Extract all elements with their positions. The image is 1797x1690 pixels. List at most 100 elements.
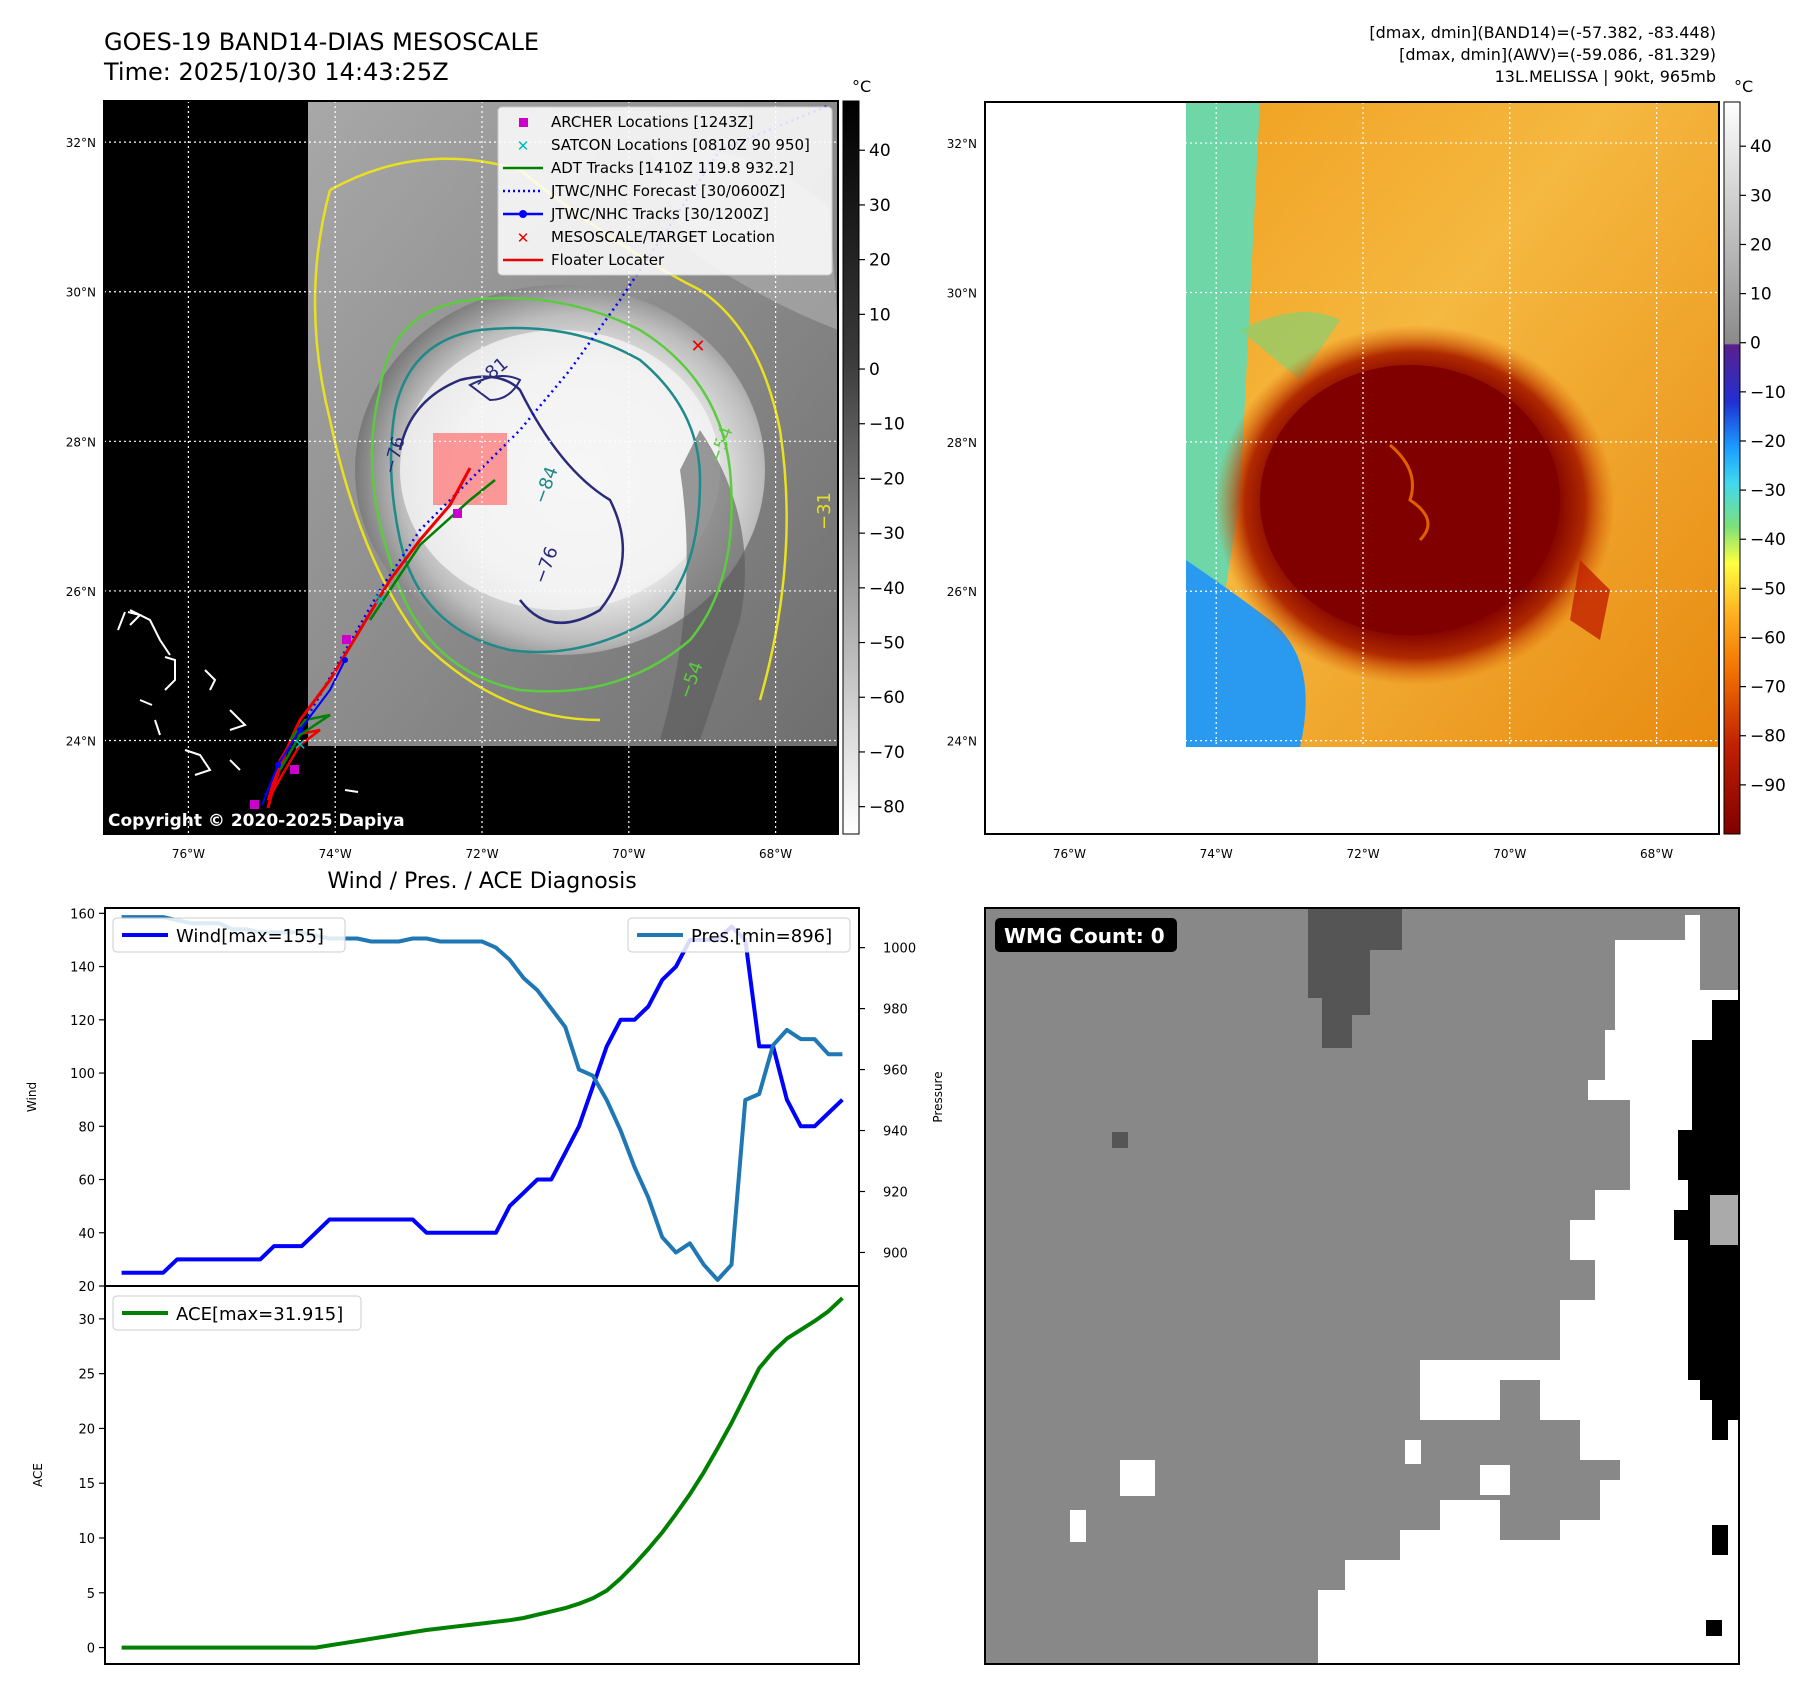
wind-ytick-label: 40 xyxy=(78,1227,95,1242)
cb-awv-tick-label: 30 xyxy=(1750,186,1772,206)
chart-ace: 0 5 10 15 20 25 30 ACE ACE[max=31.915] xyxy=(31,1285,860,1665)
cb-band14-tick-label: 0 xyxy=(869,360,880,380)
contour-light-green xyxy=(370,296,733,693)
right-lat-label: 26°N xyxy=(947,585,977,599)
cb-band14-tick-label: −20 xyxy=(869,469,905,489)
left-lat-label: 32°N xyxy=(66,136,96,150)
right-lon-label: 68°W xyxy=(1640,847,1673,861)
ace-ytick-label: 15 xyxy=(78,1477,95,1492)
ace-ytick-label: 30 xyxy=(78,1313,95,1328)
wind-ytick-label: 140 xyxy=(70,961,95,976)
left-lon-label: 68°W xyxy=(759,847,792,861)
cb-band14-tick-label: −60 xyxy=(869,688,905,708)
ace-series-0 xyxy=(121,1296,844,1650)
wind-legend-label: Wind[max=155] xyxy=(176,926,324,947)
cb-band14-tick-label: 20 xyxy=(869,251,891,271)
archer-marker xyxy=(453,509,462,518)
contour-yellow xyxy=(313,157,788,722)
left-lon-label: 72°W xyxy=(465,847,498,861)
legend-label: SATCON Locations [0810Z 90 950] xyxy=(551,136,810,154)
right-lon-label: 74°W xyxy=(1200,847,1233,861)
stats-line1: [dmax, dmin](BAND14)=(-57.382, -83.448) xyxy=(1369,23,1716,42)
wind-ytick-label: 80 xyxy=(78,1120,95,1135)
wmg-panel: WMG Count: 0 xyxy=(984,907,1740,1665)
map-band14: −81 −76 −84 −76 −54 −54 −31 xyxy=(66,77,905,861)
colorbar-awv-unit: °C xyxy=(1734,77,1753,96)
ace-ytick-label: 20 xyxy=(78,1422,95,1437)
contour-teal xyxy=(389,326,702,654)
legend: ARCHER Locations [1243Z] ✕ SATCON Location… xyxy=(497,106,833,276)
island-outlines xyxy=(117,609,359,793)
wmg-dark-region xyxy=(1308,908,1402,1048)
right-lat-label: 28°N xyxy=(947,436,977,450)
cb-band14-tick-label: −50 xyxy=(869,634,905,654)
right-lat-label: 32°N xyxy=(947,137,977,151)
legend-label: JTWC/NHC Forecast [30/0600Z] xyxy=(550,182,785,200)
right-lon-label: 72°W xyxy=(1346,847,1379,861)
legend-entry: Floater Locater xyxy=(503,251,665,269)
cb-awv-tick-label: 10 xyxy=(1750,285,1772,305)
left-lon-label: 74°W xyxy=(319,847,352,861)
contour-navy xyxy=(398,375,625,625)
svg-text:✕: ✕ xyxy=(293,735,306,754)
legend-label: MESOSCALE/TARGET Location xyxy=(551,228,775,246)
wind-ytick-label: 20 xyxy=(78,1280,95,1295)
left-lat-label: 26°N xyxy=(66,585,96,599)
left-lon-label: 76°W xyxy=(172,847,205,861)
wmg-badge xyxy=(995,918,1177,952)
legend-entry: JTWC/NHC Tracks [30/1200Z] xyxy=(503,205,769,223)
colorbar-awv: °C 40 30 20 10 0 −10 −20 −30 −40 −50 −60 −70 −80 −90 xyxy=(1723,77,1786,835)
pressure-ylabel: Pressure xyxy=(931,1071,945,1122)
left-lon-label: 70°W xyxy=(612,847,645,861)
cb-band14-tick-label: 30 xyxy=(869,196,891,216)
cb-awv-tick-label: −20 xyxy=(1750,432,1786,452)
wind-ytick-right-label: 940 xyxy=(883,1125,908,1140)
svg-text:✕: ✕ xyxy=(517,137,530,155)
cb-band14-tick-label: −80 xyxy=(869,798,905,818)
figure-title-line2: Time: 2025/10/30 14:43:25Z xyxy=(103,58,449,86)
cb-awv-tick-label: −60 xyxy=(1750,628,1786,648)
pressure-legend: Pres.[min=896] xyxy=(627,917,851,953)
wind-ytick-right-label: 1000 xyxy=(883,942,916,957)
cb-awv-tick-label: −40 xyxy=(1750,530,1786,550)
cb-awv-tick-label: −90 xyxy=(1750,776,1786,796)
adt-track xyxy=(278,479,496,771)
left-lat-label: 30°N xyxy=(66,286,96,300)
figure-title-line1: GOES-19 BAND14-DIAS MESOSCALE xyxy=(104,28,539,56)
ace-legend: ACE[max=31.915] xyxy=(112,1295,362,1331)
wind-ytick-right-label: 920 xyxy=(883,1186,908,1201)
ace-ytick-label: 0 xyxy=(87,1642,95,1657)
cb-band14-tick-label: 10 xyxy=(869,305,891,325)
cb-awv-tick-label: 20 xyxy=(1750,235,1772,255)
legend-entry: ✕ SATCON Locations [0810Z 90 950] xyxy=(517,136,810,155)
wind-ytick-label: 120 xyxy=(70,1014,95,1029)
wind-ytick-label: 60 xyxy=(78,1174,95,1189)
legend-entry: ARCHER Locations [1243Z] xyxy=(519,113,754,131)
legend-label: ADT Tracks [1410Z 119.8 932.2] xyxy=(551,159,794,177)
wind-ytick-right-label: 960 xyxy=(883,1064,908,1079)
colorbar-band14: °C 40 30 20 10 0 −10 −20 −30 −40 −50 −60 −70 −80 xyxy=(842,77,905,835)
wind-ytick-right-label: 900 xyxy=(883,1246,908,1261)
cb-awv-tick-label: 0 xyxy=(1750,334,1761,354)
gridlines xyxy=(104,101,838,834)
ace-legend-label: ACE[max=31.915] xyxy=(176,1304,343,1325)
legend-entry: ADT Tracks [1410Z 119.8 932.2] xyxy=(503,159,794,177)
legend-entry: ✕ MESOSCALE/TARGET Location xyxy=(517,228,775,247)
right-lat-label: 24°N xyxy=(947,735,977,749)
map-awv: 32°N 30°N 28°N 26°N 24°N 76°W 74°W 72°W 70°W 68°W… xyxy=(947,77,1786,861)
stats-line3: 13L.MELISSA | 90kt, 965mb xyxy=(1495,67,1716,86)
ace-ytick-label: 5 xyxy=(87,1587,95,1602)
pressure-legend-label: Pres.[min=896] xyxy=(691,926,832,947)
wind-ytick-label: 160 xyxy=(70,907,95,922)
satcon-marker: ✕ xyxy=(373,590,386,609)
ace-ytick-label: 10 xyxy=(78,1532,95,1547)
left-lat-label: 28°N xyxy=(66,435,96,449)
cb-awv-tick-label: 40 xyxy=(1750,137,1772,157)
wmg-count: WMG Count: 0 xyxy=(1004,924,1165,948)
cb-awv-tick-label: −80 xyxy=(1750,727,1786,747)
wind-legend: Wind[max=155] xyxy=(112,917,346,953)
legend-label: Floater Locater xyxy=(551,251,665,269)
wind-ytick-right-label: 980 xyxy=(883,1003,908,1018)
legend-label: ARCHER Locations [1243Z] xyxy=(551,113,754,131)
